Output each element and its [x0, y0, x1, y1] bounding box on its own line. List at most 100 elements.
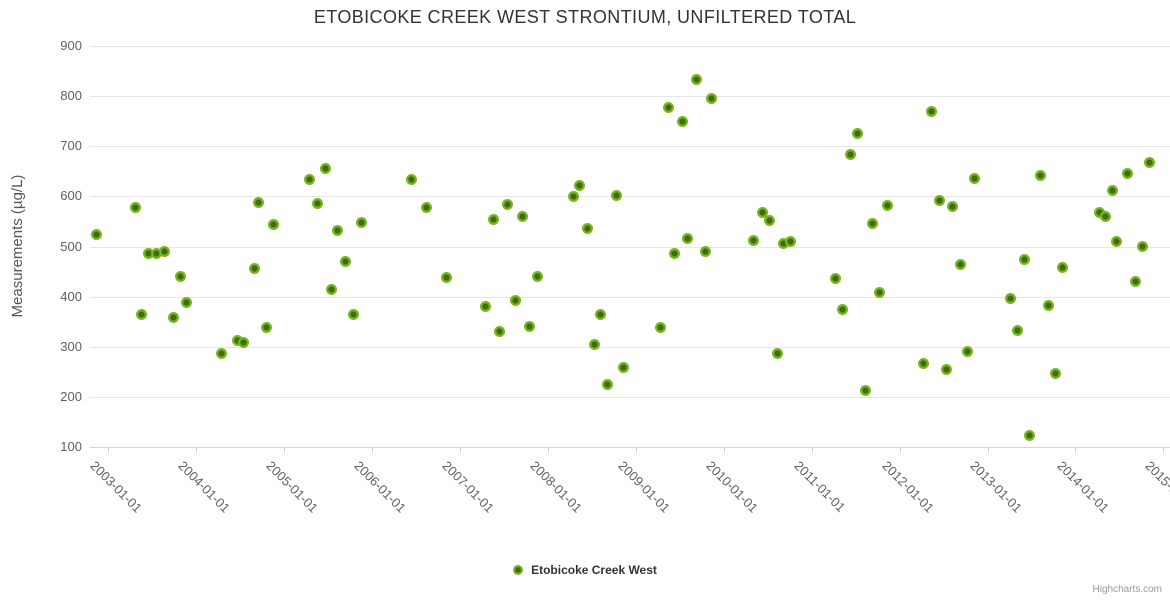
data-point[interactable]: [151, 248, 163, 260]
data-point[interactable]: [830, 272, 842, 284]
data-point[interactable]: [700, 245, 711, 257]
data-point[interactable]: [1018, 254, 1030, 266]
data-point[interactable]: [874, 287, 886, 299]
data-point[interactable]: [594, 309, 606, 321]
data-point[interactable]: [311, 197, 323, 209]
data-point[interactable]: [611, 190, 623, 202]
data-point[interactable]: [1042, 300, 1054, 312]
data-point[interactable]: [135, 309, 147, 321]
data-point[interactable]: [1099, 210, 1111, 222]
data-point[interactable]: [130, 201, 142, 213]
data-point[interactable]: [261, 322, 273, 334]
data-point[interactable]: [326, 284, 338, 296]
data-point[interactable]: [480, 301, 492, 313]
data-point[interactable]: [946, 200, 958, 212]
data-point[interactable]: [582, 222, 594, 234]
data-point[interactable]: [1057, 262, 1069, 274]
data-point[interactable]: [181, 296, 193, 308]
data-point[interactable]: [1034, 169, 1046, 181]
data-point[interactable]: [356, 217, 368, 229]
data-point[interactable]: [502, 198, 514, 210]
data-point[interactable]: [1121, 168, 1133, 180]
x-axis-tick: [371, 447, 373, 453]
data-point[interactable]: [844, 149, 856, 161]
y-gridline: [90, 96, 1170, 98]
data-point[interactable]: [617, 362, 629, 374]
data-point[interactable]: [1136, 241, 1148, 252]
x-axis-tick-label: 2014-01-01: [1054, 458, 1113, 516]
data-point[interactable]: [851, 127, 863, 139]
data-point[interactable]: [340, 256, 352, 268]
data-point[interactable]: [320, 163, 332, 175]
y-axis-tick-label: 100: [60, 439, 82, 454]
data-point[interactable]: [784, 235, 796, 247]
data-point[interactable]: [663, 101, 675, 113]
data-point[interactable]: [867, 218, 879, 230]
data-point[interactable]: [777, 238, 789, 250]
legend-series-label: Etobicoke Creek West: [531, 563, 657, 577]
legend[interactable]: Etobicoke Creek West: [0, 563, 1170, 577]
data-point[interactable]: [601, 379, 613, 391]
data-point[interactable]: [524, 321, 536, 333]
data-point[interactable]: [1023, 430, 1035, 442]
credits-link[interactable]: Highcharts.com: [1092, 584, 1162, 595]
data-point[interactable]: [881, 199, 893, 211]
data-point[interactable]: [238, 337, 250, 349]
data-point[interactable]: [494, 325, 506, 337]
data-point[interactable]: [763, 215, 775, 227]
data-point[interactable]: [859, 385, 871, 397]
data-point[interactable]: [589, 338, 601, 350]
data-point[interactable]: [955, 258, 967, 270]
data-point[interactable]: [968, 172, 980, 184]
data-point[interactable]: [669, 247, 681, 259]
y-gridline: [90, 246, 1170, 248]
data-point[interactable]: [918, 357, 930, 369]
data-point[interactable]: [934, 195, 946, 207]
data-point[interactable]: [836, 304, 848, 316]
data-point[interactable]: [747, 234, 759, 246]
data-point[interactable]: [925, 105, 937, 117]
data-point[interactable]: [1004, 292, 1016, 304]
data-point[interactable]: [143, 247, 155, 259]
data-point[interactable]: [568, 191, 580, 203]
data-point[interactable]: [421, 201, 433, 213]
data-point[interactable]: [348, 309, 360, 321]
data-point[interactable]: [1129, 275, 1141, 287]
data-point[interactable]: [1143, 157, 1155, 169]
data-point[interactable]: [1110, 235, 1122, 247]
data-point[interactable]: [962, 346, 974, 358]
data-point[interactable]: [1011, 325, 1023, 337]
x-axis-tick-label: 2004-01-01: [175, 458, 233, 516]
data-point[interactable]: [440, 272, 452, 284]
data-point[interactable]: [216, 347, 228, 359]
data-point[interactable]: [681, 233, 693, 245]
data-point[interactable]: [1050, 367, 1062, 379]
data-point[interactable]: [705, 92, 717, 104]
data-point[interactable]: [304, 174, 316, 186]
data-point[interactable]: [159, 245, 171, 257]
data-point[interactable]: [1093, 207, 1105, 219]
x-axis-tick: [547, 447, 549, 453]
data-point[interactable]: [510, 295, 522, 307]
data-point[interactable]: [941, 364, 953, 376]
data-point[interactable]: [232, 334, 244, 346]
data-point[interactable]: [168, 311, 180, 323]
y-axis-tick-label: 200: [60, 388, 82, 404]
data-point[interactable]: [405, 174, 417, 186]
data-point[interactable]: [771, 347, 783, 359]
data-point[interactable]: [691, 74, 703, 86]
data-point[interactable]: [174, 270, 186, 282]
data-point[interactable]: [574, 180, 586, 192]
data-point[interactable]: [488, 214, 500, 226]
data-point[interactable]: [249, 263, 261, 275]
data-point[interactable]: [676, 115, 688, 127]
data-point[interactable]: [532, 271, 544, 283]
data-point[interactable]: [253, 196, 265, 208]
data-point[interactable]: [90, 228, 102, 240]
data-point[interactable]: [756, 207, 768, 219]
data-point[interactable]: [268, 219, 280, 231]
data-point[interactable]: [1106, 184, 1118, 196]
data-point[interactable]: [654, 321, 666, 333]
data-point[interactable]: [517, 210, 529, 222]
data-point[interactable]: [331, 225, 343, 237]
